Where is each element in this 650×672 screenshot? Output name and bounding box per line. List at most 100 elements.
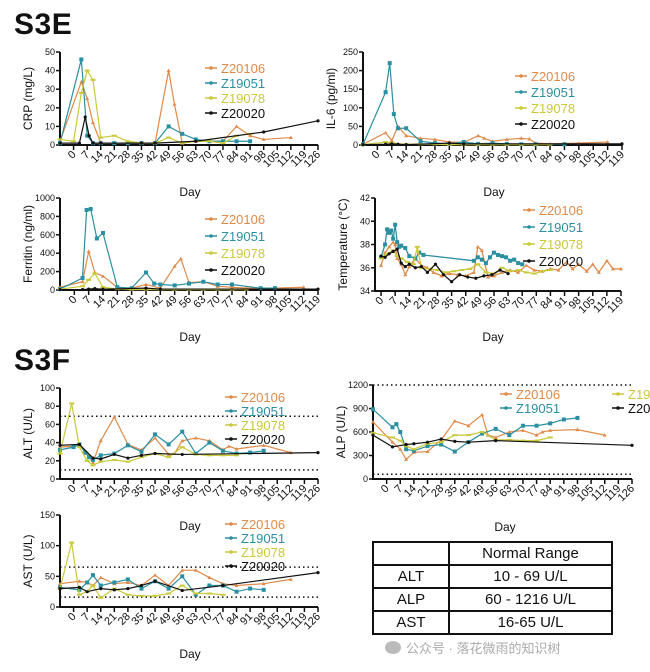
alt-legend-marker bbox=[229, 395, 233, 399]
alt-point bbox=[90, 460, 95, 465]
alt-point bbox=[58, 447, 62, 452]
ferritin-point bbox=[230, 285, 234, 289]
il6-point bbox=[395, 126, 400, 131]
alt-point bbox=[234, 446, 239, 451]
crp-point bbox=[98, 136, 104, 139]
crp-point bbox=[193, 137, 198, 142]
panel-label-s3e: S3E bbox=[14, 8, 73, 41]
alt-point bbox=[112, 415, 117, 419]
alt-legend-marker bbox=[229, 437, 233, 441]
ast-point bbox=[261, 581, 266, 586]
alp-legend-marker bbox=[504, 406, 508, 410]
temperature-point bbox=[564, 259, 569, 264]
crp-y-tick-label: 50 bbox=[45, 47, 55, 57]
ast-point bbox=[99, 587, 103, 591]
crp-point bbox=[206, 140, 212, 143]
crp-point bbox=[172, 102, 177, 106]
alt-point bbox=[91, 456, 95, 460]
ferritin-point bbox=[80, 287, 85, 292]
temperature-point bbox=[508, 258, 513, 263]
ast-point bbox=[234, 589, 239, 594]
temperature-point bbox=[417, 250, 422, 255]
il6-point bbox=[547, 143, 553, 146]
ferritin-point bbox=[58, 287, 62, 292]
alp-point bbox=[507, 430, 512, 434]
alp-point bbox=[398, 430, 403, 434]
table-header-cell: Normal Range bbox=[448, 541, 613, 566]
ast-point bbox=[234, 583, 239, 588]
table-row: AST 16-65 U/L bbox=[372, 610, 613, 635]
crp-y-tick-label: 20 bbox=[45, 103, 55, 113]
ast-point bbox=[85, 590, 89, 594]
ast-y-tick-label: 100 bbox=[40, 541, 55, 551]
il6-legend-label: Z19078 bbox=[531, 101, 575, 116]
temperature-point bbox=[407, 262, 411, 266]
temperature-point bbox=[531, 272, 537, 275]
alt-legend-label: Z19051 bbox=[241, 404, 285, 419]
ast-point bbox=[98, 575, 103, 580]
alp-point bbox=[452, 449, 457, 454]
ferritin-point bbox=[301, 285, 306, 289]
alt-point bbox=[112, 452, 116, 457]
alp-point bbox=[575, 427, 580, 432]
temperature-legend-marker bbox=[527, 259, 531, 263]
ferritin-y-tick-label: 800 bbox=[40, 211, 55, 221]
ast-point bbox=[166, 592, 172, 595]
ferritin-point bbox=[115, 285, 120, 290]
il6-point bbox=[462, 142, 466, 146]
table-cell-name: AST bbox=[372, 610, 450, 635]
alp-point bbox=[439, 442, 444, 447]
crp-point bbox=[139, 141, 144, 145]
ferritin-legend-marker bbox=[209, 251, 213, 255]
ferritin-y-tick-label: 1000 bbox=[35, 193, 55, 203]
alp-point bbox=[548, 428, 553, 432]
temperature-point bbox=[458, 273, 462, 277]
ast-point bbox=[180, 568, 185, 572]
ferritin-point bbox=[101, 274, 105, 278]
temperature-point bbox=[584, 269, 589, 273]
alt-point bbox=[206, 454, 212, 457]
alp-point bbox=[398, 447, 403, 451]
temperature-point bbox=[482, 274, 486, 278]
alt-point bbox=[220, 448, 225, 453]
crp-point bbox=[87, 134, 91, 138]
temperature-point bbox=[385, 227, 390, 232]
alt-point bbox=[98, 453, 103, 458]
crp-y-axis-label: CRP (mg/L) bbox=[21, 67, 35, 130]
crp-point bbox=[220, 139, 225, 144]
temperature-point bbox=[447, 271, 452, 276]
temperature-legend-label: Z19051 bbox=[539, 220, 583, 235]
ferritin-point bbox=[86, 249, 91, 253]
temperature-point bbox=[425, 270, 430, 274]
alp-point bbox=[630, 443, 634, 447]
alt-point bbox=[207, 440, 212, 445]
temperature-point bbox=[547, 269, 553, 272]
alp-point bbox=[411, 448, 416, 453]
temperature-point bbox=[403, 264, 407, 269]
temperature-point bbox=[391, 236, 396, 241]
ferritin-point bbox=[80, 279, 85, 284]
il6-y-tick-label: 0 bbox=[353, 140, 358, 150]
ferritin-point bbox=[178, 256, 183, 261]
table-cell-name: ALT bbox=[372, 564, 450, 589]
temperature-point bbox=[443, 271, 449, 274]
il6-x-tick-label: 119 bbox=[606, 149, 627, 170]
ferritin-point bbox=[93, 287, 97, 291]
temperature-point bbox=[435, 269, 441, 272]
il6-legend-marker bbox=[519, 122, 523, 126]
crp-legend-marker bbox=[209, 96, 213, 100]
il6-point bbox=[432, 137, 437, 141]
alp-point bbox=[394, 422, 399, 427]
ast-point bbox=[288, 577, 293, 581]
crp-point bbox=[71, 140, 77, 143]
il6-legend-label: Z20106 bbox=[531, 69, 575, 84]
il6-legend-marker bbox=[519, 106, 523, 110]
alt-point bbox=[139, 449, 144, 454]
crp-point bbox=[166, 136, 172, 139]
temperature-x-axis-label: Day bbox=[482, 330, 503, 344]
il6-point bbox=[504, 137, 509, 141]
crp-point bbox=[180, 131, 185, 136]
ast-x-tick-label: 0 bbox=[66, 611, 79, 624]
ast-legend-marker bbox=[229, 536, 233, 540]
